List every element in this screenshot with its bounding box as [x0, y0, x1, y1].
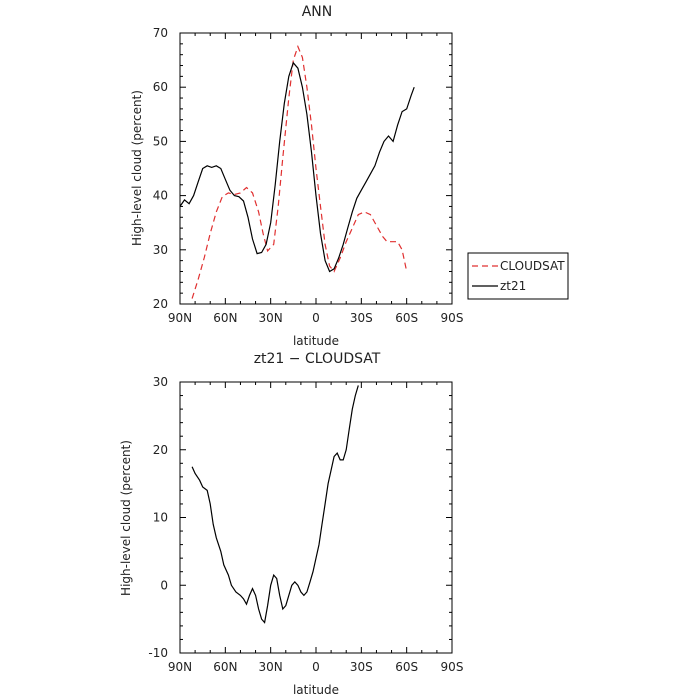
top-panel-title: ANN — [302, 4, 333, 20]
top-x-tick-label: 60S — [395, 311, 418, 325]
bottom-x-tick-label: 90N — [168, 660, 192, 674]
top-x-tick-label: 90S — [441, 311, 464, 325]
top-x-tick-label: 60N — [213, 311, 237, 325]
top-series-line-cloudsat — [191, 44, 408, 299]
top-panel: ANN 90N 60N 30N 0 30S 60S 90S 20 30 40 50 60 70 lati… — [130, 4, 569, 348]
bottom-x-tick-label: 60N — [213, 660, 237, 674]
bottom-x-tick-label: 90S — [441, 660, 464, 674]
top-panel-series — [179, 44, 415, 299]
bottom-panel-ticks: 90N 60N 30N 0 30S 60S 90S -10 0 10 20 30 — [148, 375, 463, 674]
bottom-panel-frame — [179, 381, 453, 654]
bottom-y-tick-label: 20 — [153, 443, 168, 457]
bottom-x-tick-label: 0 — [312, 660, 320, 674]
bottom-panel-y-axis-label: High-level cloud (percent) — [119, 440, 133, 596]
bottom-panel-series — [191, 385, 359, 624]
top-y-tick-label: 40 — [153, 189, 168, 203]
top-y-tick-label: 20 — [153, 297, 168, 311]
bottom-panel-title: zt21 − CLOUDSAT — [254, 351, 381, 367]
bottom-x-tick-label: 60S — [395, 660, 418, 674]
bottom-x-tick-label: 30S — [350, 660, 373, 674]
bottom-y-tick-label: 30 — [153, 375, 168, 389]
top-panel-y-axis-label: High-level cloud (percent) — [130, 90, 144, 246]
bottom-x-tick-label: 30N — [259, 660, 283, 674]
top-panel-x-axis-label: latitude — [293, 334, 339, 348]
top-y-tick-label: 60 — [153, 80, 168, 94]
top-x-tick-label: 30N — [259, 311, 283, 325]
top-x-tick-label: 90N — [168, 311, 192, 325]
legend-box — [467, 252, 569, 300]
legend-label-cloudsat: CLOUDSAT — [500, 259, 565, 273]
legend: CLOUDSAT zt21 — [467, 252, 569, 300]
top-series-line-zt21 — [179, 61, 415, 273]
bottom-y-tick-label: -10 — [148, 646, 168, 660]
top-panel-ticks: 90N 60N 30N 0 30S 60S 90S 20 30 40 50 60 70 — [153, 26, 464, 325]
legend-label-zt21: zt21 — [500, 279, 526, 293]
bottom-panel: zt21 − CLOUDSAT 90N 60N 30N 0 30S 60S 90S -10 0 1… — [119, 351, 463, 697]
bottom-y-tick-label: 10 — [153, 511, 168, 525]
top-y-tick-label: 70 — [153, 26, 168, 40]
top-y-tick-label: 30 — [153, 243, 168, 257]
top-y-tick-label: 50 — [153, 134, 168, 148]
bottom-y-tick-label: 0 — [160, 578, 168, 592]
bottom-series-line-difference — [191, 385, 359, 624]
top-x-tick-label: 0 — [312, 311, 320, 325]
top-x-tick-label: 30S — [350, 311, 373, 325]
bottom-panel-x-axis-label: latitude — [293, 683, 339, 697]
